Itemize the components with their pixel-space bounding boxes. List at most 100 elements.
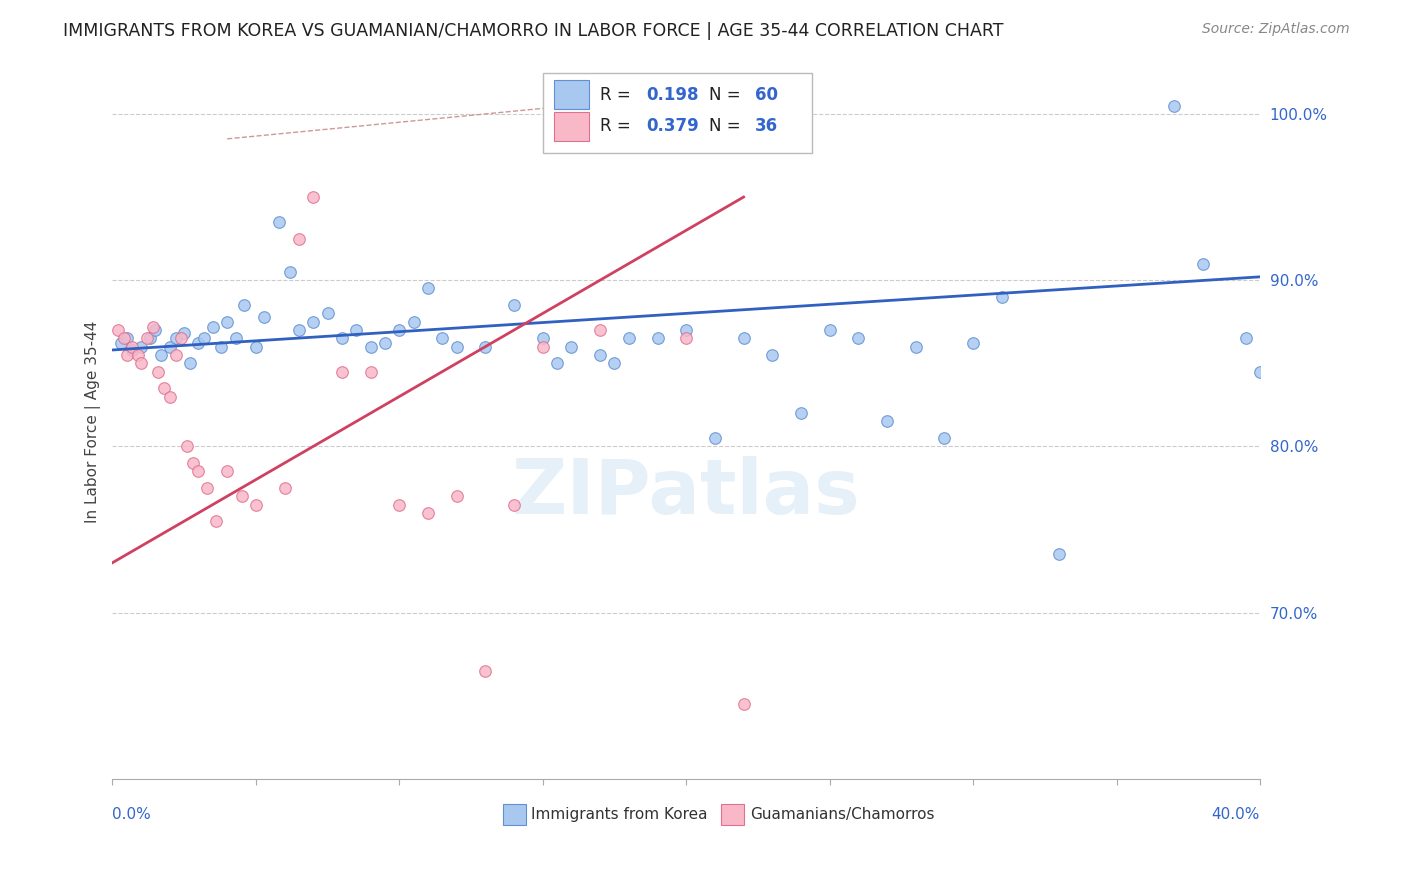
Point bbox=[127, 348, 149, 362]
Point bbox=[733, 697, 755, 711]
Point bbox=[531, 331, 554, 345]
Point bbox=[121, 343, 143, 357]
Point bbox=[138, 331, 160, 345]
Point bbox=[267, 215, 290, 229]
Point bbox=[153, 381, 176, 395]
Point bbox=[1234, 331, 1257, 345]
Point bbox=[675, 323, 697, 337]
Point bbox=[416, 281, 439, 295]
Point bbox=[225, 331, 247, 345]
Point bbox=[181, 456, 204, 470]
Point bbox=[1191, 256, 1213, 270]
Point bbox=[288, 231, 311, 245]
Point bbox=[112, 331, 135, 345]
Point bbox=[560, 340, 582, 354]
Point bbox=[733, 331, 755, 345]
Point bbox=[195, 481, 218, 495]
Point bbox=[1047, 548, 1070, 562]
Text: R =: R = bbox=[600, 117, 636, 136]
Point bbox=[761, 348, 783, 362]
Point bbox=[107, 323, 129, 337]
Point bbox=[231, 489, 253, 503]
Point bbox=[110, 336, 132, 351]
Point bbox=[204, 514, 226, 528]
Point bbox=[165, 348, 187, 362]
Point bbox=[432, 331, 454, 345]
Point bbox=[675, 331, 697, 345]
Point bbox=[589, 348, 612, 362]
Point bbox=[209, 340, 232, 354]
Point bbox=[288, 323, 311, 337]
Point bbox=[253, 310, 276, 324]
FancyBboxPatch shape bbox=[543, 73, 813, 153]
Text: Immigrants from Korea: Immigrants from Korea bbox=[531, 807, 707, 822]
Y-axis label: In Labor Force | Age 35-44: In Labor Force | Age 35-44 bbox=[86, 320, 101, 523]
Point bbox=[474, 340, 496, 354]
Point bbox=[531, 340, 554, 354]
Point bbox=[617, 331, 640, 345]
Point bbox=[165, 331, 187, 345]
Point bbox=[217, 464, 239, 478]
Point bbox=[603, 356, 626, 370]
FancyBboxPatch shape bbox=[721, 804, 744, 825]
Point bbox=[962, 336, 984, 351]
Point bbox=[316, 306, 339, 320]
Point bbox=[201, 319, 224, 334]
Point bbox=[503, 498, 526, 512]
Point bbox=[245, 340, 267, 354]
FancyBboxPatch shape bbox=[554, 112, 589, 141]
Point bbox=[115, 348, 138, 362]
Text: 36: 36 bbox=[755, 117, 778, 136]
Point bbox=[344, 323, 367, 337]
Point bbox=[934, 431, 956, 445]
Point bbox=[703, 431, 725, 445]
Text: 0.379: 0.379 bbox=[645, 117, 699, 136]
Point bbox=[416, 506, 439, 520]
Point bbox=[846, 331, 869, 345]
Point bbox=[790, 406, 813, 420]
Point bbox=[904, 340, 927, 354]
Point bbox=[991, 290, 1014, 304]
Point bbox=[150, 348, 173, 362]
Point bbox=[388, 498, 411, 512]
Point bbox=[145, 323, 167, 337]
Point bbox=[818, 323, 841, 337]
Text: IMMIGRANTS FROM KOREA VS GUAMANIAN/CHAMORRO IN LABOR FORCE | AGE 35-44 CORRELATI: IMMIGRANTS FROM KOREA VS GUAMANIAN/CHAMO… bbox=[63, 22, 1004, 40]
Point bbox=[217, 315, 239, 329]
FancyBboxPatch shape bbox=[554, 80, 589, 109]
Point bbox=[446, 340, 468, 354]
Text: Source: ZipAtlas.com: Source: ZipAtlas.com bbox=[1202, 22, 1350, 37]
Text: Guamanians/Chamorros: Guamanians/Chamorros bbox=[751, 807, 935, 822]
Point bbox=[446, 489, 468, 503]
Point bbox=[121, 340, 143, 354]
Point bbox=[115, 331, 138, 345]
Point bbox=[245, 498, 267, 512]
Point bbox=[187, 336, 209, 351]
Text: R =: R = bbox=[600, 86, 636, 103]
Point bbox=[546, 356, 568, 370]
Point bbox=[159, 390, 181, 404]
Text: N =: N = bbox=[709, 86, 747, 103]
Point bbox=[148, 365, 170, 379]
Point bbox=[193, 331, 215, 345]
Point bbox=[876, 414, 898, 428]
Point bbox=[273, 481, 295, 495]
Point bbox=[474, 664, 496, 678]
Point bbox=[179, 356, 201, 370]
Point bbox=[1163, 98, 1185, 112]
Point bbox=[330, 365, 353, 379]
Point bbox=[302, 315, 325, 329]
Text: 0.198: 0.198 bbox=[645, 86, 699, 103]
Point bbox=[129, 340, 152, 354]
Point bbox=[589, 323, 612, 337]
Point bbox=[135, 331, 157, 345]
Point bbox=[173, 326, 195, 341]
Point bbox=[388, 323, 411, 337]
Point bbox=[142, 319, 165, 334]
Point bbox=[1249, 365, 1271, 379]
Point bbox=[129, 356, 152, 370]
Point bbox=[176, 439, 198, 453]
FancyBboxPatch shape bbox=[502, 804, 526, 825]
Point bbox=[402, 315, 425, 329]
Text: 60: 60 bbox=[755, 86, 778, 103]
